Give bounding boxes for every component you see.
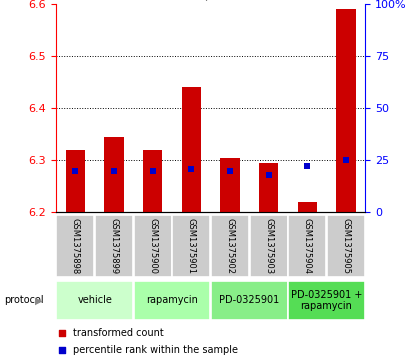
- Text: GSM1375898: GSM1375898: [71, 218, 80, 274]
- Point: [188, 166, 195, 171]
- Text: GSM1375901: GSM1375901: [187, 218, 196, 274]
- FancyBboxPatch shape: [56, 281, 133, 319]
- Text: vehicle: vehicle: [77, 295, 112, 305]
- Text: GSM1375900: GSM1375900: [148, 218, 157, 274]
- Title: GDS5419 / 10367024: GDS5419 / 10367024: [136, 0, 285, 1]
- Text: GSM1375904: GSM1375904: [303, 218, 312, 274]
- FancyBboxPatch shape: [211, 281, 288, 319]
- Text: percentile rank within the sample: percentile rank within the sample: [73, 345, 238, 355]
- Bar: [298, 202, 317, 212]
- Point: [265, 172, 272, 178]
- Point: [149, 168, 156, 174]
- Bar: [182, 87, 201, 212]
- FancyBboxPatch shape: [172, 215, 210, 277]
- Bar: [66, 150, 85, 212]
- Text: GSM1375903: GSM1375903: [264, 218, 273, 274]
- FancyBboxPatch shape: [56, 215, 94, 277]
- FancyBboxPatch shape: [134, 281, 210, 319]
- Text: PD-0325901: PD-0325901: [219, 295, 279, 305]
- Bar: [259, 163, 278, 212]
- FancyBboxPatch shape: [327, 215, 365, 277]
- Point: [59, 330, 66, 336]
- Point: [72, 168, 79, 174]
- FancyBboxPatch shape: [288, 281, 365, 319]
- Text: GSM1375902: GSM1375902: [225, 218, 234, 274]
- Text: ▶: ▶: [35, 295, 43, 305]
- Bar: [220, 158, 239, 212]
- FancyBboxPatch shape: [250, 215, 288, 277]
- Text: PD-0325901 +
rapamycin: PD-0325901 + rapamycin: [291, 290, 362, 311]
- FancyBboxPatch shape: [211, 215, 249, 277]
- Bar: [336, 9, 356, 212]
- Point: [111, 168, 117, 174]
- FancyBboxPatch shape: [134, 215, 171, 277]
- Text: GSM1375905: GSM1375905: [342, 218, 350, 274]
- Point: [342, 157, 349, 163]
- Text: transformed count: transformed count: [73, 328, 164, 338]
- Text: protocol: protocol: [4, 295, 44, 305]
- FancyBboxPatch shape: [288, 215, 326, 277]
- Point: [304, 164, 310, 170]
- Bar: [143, 150, 162, 212]
- Bar: [104, 137, 124, 212]
- Point: [227, 168, 233, 174]
- Text: rapamycin: rapamycin: [146, 295, 198, 305]
- Point: [59, 347, 66, 353]
- FancyBboxPatch shape: [95, 215, 133, 277]
- Text: GSM1375899: GSM1375899: [110, 218, 119, 274]
